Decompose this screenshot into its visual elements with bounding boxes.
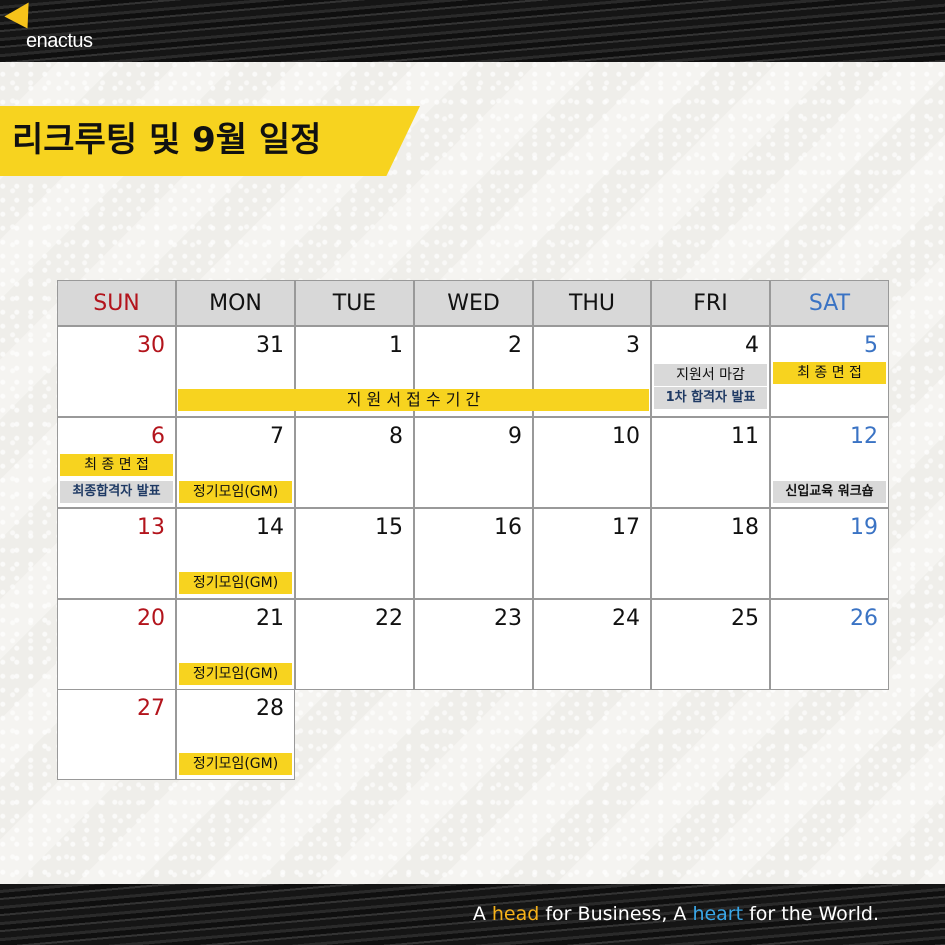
day-number: 6 <box>151 424 165 449</box>
day-number: 24 <box>612 606 640 631</box>
day-cell: 24 <box>533 599 651 690</box>
day-cell: 19 <box>770 508 889 599</box>
day-cell: 12 신입교육 워크숍 <box>770 417 889 508</box>
day-number: 25 <box>731 606 759 631</box>
day-number: 23 <box>494 606 522 631</box>
day-number: 16 <box>494 515 522 540</box>
day-cell: 7 정기모임(GM) <box>176 417 295 508</box>
day-number: 4 <box>745 333 759 358</box>
day-number: 15 <box>375 515 403 540</box>
day-number: 2 <box>508 333 522 358</box>
slogan-part: for the World. <box>743 903 879 925</box>
day-number: 30 <box>137 333 165 358</box>
day-number: 7 <box>270 424 284 449</box>
top-banner <box>0 0 945 62</box>
day-cell: 11 <box>651 417 770 508</box>
slogan: A head for Business, A heart for the Wor… <box>473 903 879 925</box>
day-number: 19 <box>850 515 878 540</box>
day-number: 8 <box>389 424 403 449</box>
day-number: 18 <box>731 515 759 540</box>
day-number: 31 <box>256 333 284 358</box>
day-cell: 4 지원서 마감 1차 합격자 발표 <box>651 326 770 417</box>
day-number: 12 <box>850 424 878 449</box>
day-cell: 14 정기모임(GM) <box>176 508 295 599</box>
day-cell: 23 <box>414 599 533 690</box>
day-number: 5 <box>864 333 878 358</box>
event-gm: 정기모임(GM) <box>179 663 292 685</box>
slogan-part: for Business, A <box>539 903 693 925</box>
enactus-logo: enactus <box>4 2 134 56</box>
day-cell: 27 <box>57 689 176 780</box>
day-header-tue: TUE <box>295 280 414 326</box>
slogan-heart: heart <box>692 903 744 925</box>
day-header-wed: WED <box>414 280 533 326</box>
day-cell: 10 <box>533 417 651 508</box>
day-cell: 22 <box>295 599 414 690</box>
day-cell: 9 <box>414 417 533 508</box>
day-cell: 6 최 종 면 접 최종합격자 발표 <box>57 417 176 508</box>
day-cell: 26 <box>770 599 889 690</box>
title-highlight <box>0 106 420 176</box>
event-deadline: 지원서 마감 <box>654 364 767 386</box>
day-cell: 28 정기모임(GM) <box>176 689 295 780</box>
day-cell: 8 <box>295 417 414 508</box>
day-cell: 5 최 종 면 접 <box>770 326 889 417</box>
day-header-sun: SUN <box>57 280 176 326</box>
day-header-sat: SAT <box>770 280 889 326</box>
day-cell: 13 <box>57 508 176 599</box>
day-cell: 25 <box>651 599 770 690</box>
event-final-interview: 최 종 면 접 <box>60 454 173 476</box>
event-final-interview: 최 종 면 접 <box>773 362 886 384</box>
day-cell: 17 <box>533 508 651 599</box>
day-number: 14 <box>256 515 284 540</box>
day-number: 13 <box>137 515 165 540</box>
event-first-result: 1차 합격자 발표 <box>654 387 767 409</box>
day-header-thu: THU <box>533 280 651 326</box>
day-number: 1 <box>389 333 403 358</box>
event-gm: 정기모임(GM) <box>179 753 292 775</box>
day-number: 10 <box>612 424 640 449</box>
bottom-banner <box>0 884 945 945</box>
day-cell: 15 <box>295 508 414 599</box>
day-cell: 16 <box>414 508 533 599</box>
day-number: 22 <box>375 606 403 631</box>
day-number: 9 <box>508 424 522 449</box>
day-header-fri: FRI <box>651 280 770 326</box>
event-gm: 정기모임(GM) <box>179 572 292 594</box>
slogan-part: A <box>472 903 492 925</box>
slogan-head: head <box>491 903 540 925</box>
event-gm: 정기모임(GM) <box>179 481 292 503</box>
day-number: 20 <box>137 606 165 631</box>
event-final-result: 최종합격자 발표 <box>60 481 173 503</box>
day-number: 11 <box>731 424 759 449</box>
day-number: 28 <box>256 696 284 721</box>
event-application-period: 지 원 서 접 수 기 간 <box>178 389 649 411</box>
day-number: 3 <box>626 333 640 358</box>
day-cell: 30 <box>57 326 176 417</box>
event-orientation: 신입교육 워크숍 <box>773 481 886 503</box>
day-number: 27 <box>137 696 165 721</box>
logo-text: enactus <box>26 30 93 52</box>
day-number: 26 <box>850 606 878 631</box>
day-cell: 18 <box>651 508 770 599</box>
day-cell: 21 정기모임(GM) <box>176 599 295 690</box>
day-number: 21 <box>256 606 284 631</box>
day-header-mon: MON <box>176 280 295 326</box>
day-number: 17 <box>612 515 640 540</box>
page-title: 리크루팅 및 9월 일정 <box>12 120 322 160</box>
day-cell: 20 <box>57 599 176 690</box>
